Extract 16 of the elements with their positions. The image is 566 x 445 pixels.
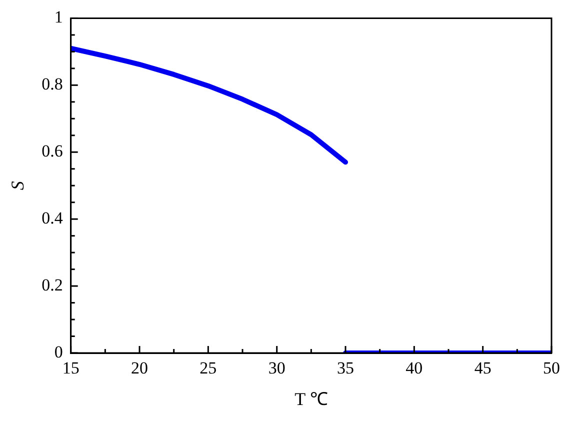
x-tick-label: 35 xyxy=(337,358,354,378)
y-tick-label: 0 xyxy=(54,342,63,362)
y-tick-label: 0.8 xyxy=(42,74,63,94)
x-tick-label: 15 xyxy=(62,358,80,378)
x-tick-label: 20 xyxy=(131,358,148,378)
x-tick-label: 50 xyxy=(543,358,560,378)
y-tick-label: 0.6 xyxy=(42,142,63,161)
y-axis-title: S xyxy=(8,181,28,190)
y-tick-label: 0.2 xyxy=(42,276,63,295)
y-tick-label: 1 xyxy=(54,8,63,27)
x-tick-label: 40 xyxy=(406,358,423,378)
y-tick-label: 0.4 xyxy=(42,208,64,228)
x-axis-title: T ℃ xyxy=(294,388,328,409)
x-tick-label: 25 xyxy=(200,358,217,378)
x-tick-label: 30 xyxy=(268,358,286,378)
x-tick-label: 45 xyxy=(474,358,492,378)
